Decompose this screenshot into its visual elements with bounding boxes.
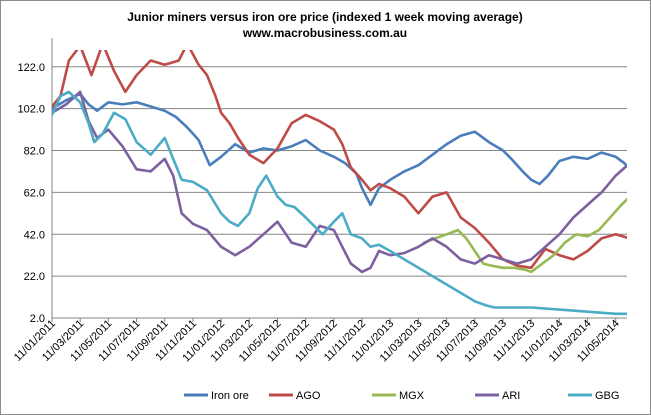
y-tick-label: 22.0 <box>24 271 45 283</box>
x-axis-ticks: 11/01/201111/03/201111/05/201111/07/2011… <box>12 318 622 365</box>
series-line-gbg <box>52 90 627 316</box>
series-line-ari <box>52 90 627 274</box>
series-line-ago <box>52 50 627 270</box>
y-tick-label: 82.0 <box>24 146 45 158</box>
y-tick-label: 42.0 <box>24 229 45 241</box>
gridlines <box>51 38 627 319</box>
y-tick-label: 2.0 <box>30 313 45 325</box>
series-line-iron-ore <box>52 92 627 207</box>
legend-label: ARI <box>502 390 520 402</box>
y-tick-label: 62.0 <box>24 187 45 199</box>
chart-title: Junior miners versus iron ore price (ind… <box>127 10 522 24</box>
series-line-mgx <box>422 197 627 274</box>
y-axis-ticks: 122.0 102.0 82.0 62.0 42.0 22.0 2.0 <box>17 62 45 325</box>
legend-label: GBG <box>595 390 619 402</box>
chart-subtitle: www.macrobusiness.com.au <box>242 26 407 40</box>
series-lines <box>52 50 627 316</box>
legend-label: MGX <box>399 390 425 402</box>
y-tick-label: 122.0 <box>17 62 45 74</box>
legend: Iron ore AGO MGX ARI GBG <box>184 390 619 402</box>
legend-label: AGO <box>296 390 321 402</box>
y-tick-label: 102.0 <box>17 104 45 116</box>
legend-label: Iron ore <box>211 390 249 402</box>
